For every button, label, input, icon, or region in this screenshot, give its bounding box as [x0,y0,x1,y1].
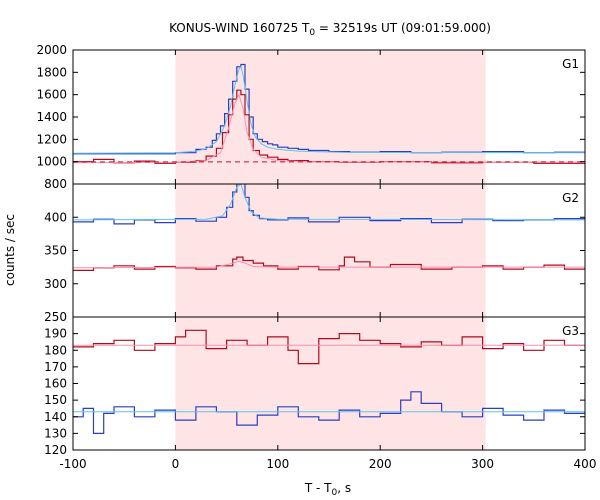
x-tick-label: 200 [369,457,392,471]
shaded-interval [175,50,486,184]
panel-g2: G2 250 300 350 400 [44,183,586,324]
y-tick-label: 250 [44,310,67,324]
series-line-red-series [73,329,585,365]
y-tick-label: 350 [44,244,67,258]
y-tick-label: 300 [44,277,67,291]
y-tick-label: 130 [44,426,67,440]
x-tick-label: -100 [59,457,86,471]
series-line-blue-series [73,391,585,434]
y-tick-label: 150 [44,393,67,407]
y-tick-label: 180 [44,343,67,357]
y-tick-label: 140 [44,410,67,424]
y-tick-label: 1800 [36,65,67,79]
y-tick-label: 2000 [36,43,67,57]
series-line-blue-series [73,63,585,155]
x-tick-label: 0 [172,457,180,471]
series-line-pink-fit [73,93,585,164]
y-tick-label: 800 [44,177,67,191]
series-line-cyan-fit [73,65,585,154]
x-tick-label: 100 [266,457,289,471]
x-axis-label: T - T0, s [304,481,351,498]
y-tick-label: 190 [44,327,67,341]
shaded-interval [175,184,486,317]
series-group [73,63,585,164]
plot-area: G1800100012001400160018002000G2250300350… [36,43,596,471]
series-group [73,184,585,271]
series-line-cyan-fit [73,184,585,221]
y-axis-label: counts / sec [3,214,17,286]
y-tick-label: 1200 [36,132,67,146]
panel-g1: G1 800 1000 1200 1400 1600 1800 2000 [36,43,586,191]
panel-label: G3 [562,324,579,338]
series-line-blue-series [73,184,585,225]
y-tick-label: 1000 [36,155,67,169]
y-tick-label: 1600 [36,88,67,102]
shaded-interval [175,317,486,450]
y-tick-label: 1400 [36,110,67,124]
y-tick-label: 120 [44,443,67,457]
y-tick-label: 400 [44,210,67,224]
x-tick-label: 400 [574,457,597,471]
y-tick-label: 170 [44,360,67,374]
chart-title: KONUS-WIND 160725 T0 = 32519s UT (09:01:… [169,21,491,38]
series-line-pink-fit [73,260,585,269]
panel-g3: G3 120 130 140 150 160 170 180 190 [44,316,586,457]
x-tick-label: 300 [471,457,494,471]
panel-label: G1 [562,57,579,71]
series-group [73,329,585,434]
y-tick-label: 160 [44,377,67,391]
panel-label: G2 [562,191,579,205]
